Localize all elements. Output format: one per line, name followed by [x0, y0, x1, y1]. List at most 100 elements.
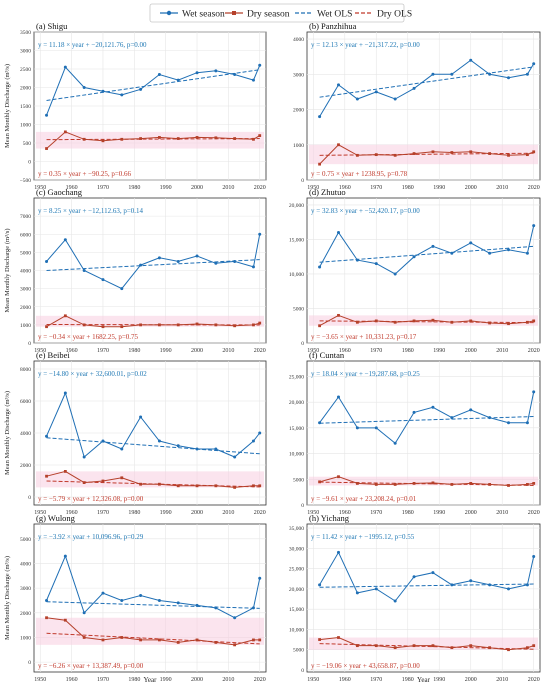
dry-data-point [158, 136, 161, 139]
dry-data-point [83, 481, 86, 484]
wet-data-point [507, 587, 510, 590]
x-tick-label: 2020 [528, 677, 540, 683]
wet-data-point [101, 90, 104, 93]
y-tick-label: 2000 [20, 611, 31, 617]
wet-data-point [431, 406, 434, 409]
wet-data-point [356, 97, 359, 100]
x-axis-label: Year [417, 676, 431, 684]
wet-data-point [64, 392, 67, 395]
wet-data-point [450, 583, 453, 586]
y-tick-label: 4000 [293, 37, 304, 43]
dry-data-point [450, 646, 453, 649]
x-tick-label: 1980 [402, 348, 414, 354]
wet-data-point [252, 440, 255, 443]
dry-data-point [233, 486, 236, 489]
x-tick-label: 1970 [97, 185, 109, 191]
y-tick-label: 25,000 [289, 374, 304, 380]
dry-data-point [45, 475, 48, 478]
dry-data-point [356, 154, 359, 157]
y-tick-label: 2000 [20, 463, 31, 469]
y-tick-label: 3500 [20, 30, 31, 36]
dry-data-point [139, 137, 142, 140]
dry-data-point [120, 138, 123, 141]
wet-data-point [532, 555, 535, 558]
wet-data-point [532, 390, 535, 393]
dry-equation: y = −9.61 × year + 23,208.24, p=0.01 [311, 495, 417, 503]
dry-data-point [375, 320, 378, 323]
dry-data-point [488, 152, 491, 155]
x-tick-label: 1960 [66, 677, 78, 683]
wet-data-point [177, 79, 180, 82]
dry-data-point [252, 484, 255, 487]
y-tick-label: 0 [301, 668, 304, 674]
dry-data-point [469, 644, 472, 647]
dry-data-point [83, 138, 86, 141]
y-axis-label: Mean Monthly Discharge (m³/s) [4, 556, 11, 640]
wet-data-point [431, 73, 434, 76]
dry-data-point [214, 323, 217, 326]
y-axis-label: Mean Monthly Discharge (m³/s) [4, 64, 11, 148]
dry-data-point [102, 480, 105, 483]
dry-data-point [526, 321, 529, 324]
x-tick-label: 1980 [128, 348, 140, 354]
y-tick-label: 15,000 [289, 607, 304, 613]
wet-equation: y = 8.25 × year + −12,112.63, p=0.14 [38, 207, 144, 215]
wet-data-point [101, 440, 104, 443]
dry-data-point [337, 314, 340, 317]
dry-data-point [252, 323, 255, 326]
y-tick-label: 20,000 [289, 587, 304, 593]
wet-data-point [101, 592, 104, 595]
wet-data-point [413, 411, 416, 414]
y-tick-label: −500 [20, 178, 32, 184]
x-tick-label: 2010 [496, 510, 508, 516]
x-tick-label: 1990 [160, 348, 172, 354]
y-tick-label: 1000 [20, 635, 31, 641]
dry-data-point [432, 319, 435, 322]
x-tick-label: 1960 [339, 677, 351, 683]
dry-data-point [45, 325, 48, 328]
x-tick-label: 2020 [528, 510, 540, 516]
x-tick-label: 2000 [465, 185, 477, 191]
wet-data-point [526, 73, 529, 76]
wet-data-point [139, 594, 142, 597]
wet-data-point [356, 426, 359, 429]
dry-data-point [102, 325, 105, 328]
wet-data-point [488, 416, 491, 419]
dry-data-point [413, 644, 416, 647]
x-tick-label: 2010 [222, 510, 234, 516]
dry-data-point [469, 482, 472, 485]
wet-data-point [469, 408, 472, 411]
wet-data-point [394, 442, 397, 445]
wet-data-point [413, 575, 416, 578]
legend-marker-circle [167, 11, 171, 15]
x-tick-label: 2000 [465, 677, 477, 683]
wet-data-point [252, 79, 255, 82]
y-tick-label: 15,000 [289, 237, 304, 243]
wet-data-point [375, 587, 378, 590]
x-tick-label: 1950 [34, 677, 46, 683]
x-tick-label: 2010 [222, 348, 234, 354]
legend-label: Wet OLS [317, 10, 352, 20]
x-tick-label: 2000 [191, 348, 203, 354]
y-tick-label: 2000 [293, 108, 304, 114]
dry-equation: y = −19.06 × year + 43,658.87, p=0.00 [311, 662, 420, 670]
dry-equation: y = 0.75 × year + 1238.95, p=0.78 [311, 170, 408, 178]
dry-data-point [233, 324, 236, 327]
y-tick-label: 3000 [20, 49, 31, 55]
x-tick-label: 1980 [128, 185, 140, 191]
dry-data-point [64, 470, 67, 473]
dry-data-point [318, 638, 321, 641]
dry-equation: y = −3.65 × year + 10,331.23, p=0.17 [311, 333, 417, 341]
wet-equation: y = −3.92 × year + 10,096.96, p=0.29 [38, 533, 144, 541]
dry-data-point [177, 641, 180, 644]
dry-data-point [356, 644, 359, 647]
x-tick-label: 2020 [254, 348, 266, 354]
y-tick-label: 5000 [20, 537, 31, 543]
wet-data-point [394, 600, 397, 603]
wet-data-point [318, 583, 321, 586]
dry-data-point [196, 639, 199, 642]
wet-data-point [233, 260, 236, 263]
x-tick-label: 2020 [254, 510, 266, 516]
